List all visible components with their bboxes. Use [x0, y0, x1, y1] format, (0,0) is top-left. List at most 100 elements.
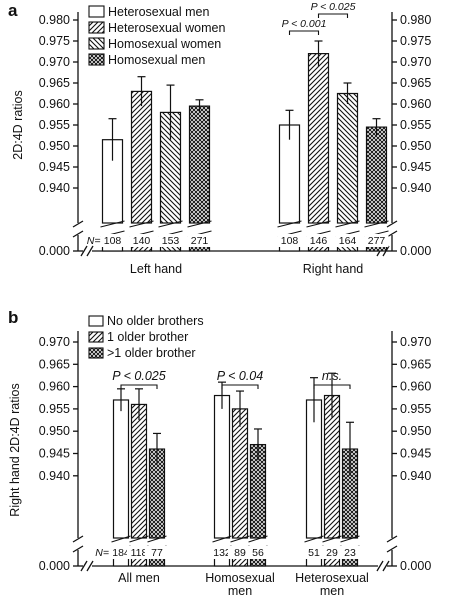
bar [130, 90, 153, 224]
n-label-background [364, 234, 389, 247]
bar-break-mark [322, 535, 342, 543]
right-axis-break-mark [386, 535, 398, 543]
y-tick-label-left: 0.980 [39, 13, 70, 27]
n-label: 51 [308, 547, 320, 559]
n-label: 277 [368, 235, 386, 247]
n-label-background [158, 234, 183, 247]
y-tick-label-right: 0.940 [400, 181, 431, 195]
y-tick-label-left: 0.960 [39, 97, 70, 111]
legend-swatch [88, 315, 104, 327]
y-axis-label: Right hand 2D:4D ratios [8, 383, 22, 516]
y-tick-label-right: 0.945 [400, 160, 431, 174]
y-tick-label-left: 0.945 [39, 160, 70, 174]
left-axis-break-mark [72, 220, 84, 228]
y-tick-label-right: 0.975 [400, 34, 431, 48]
bar-break-mark [147, 535, 167, 543]
legend-label: >1 older brother [107, 346, 196, 360]
y-axis-label: 2D:4D ratios [11, 90, 25, 159]
n-label: 184 [112, 547, 130, 559]
n-label: 146 [310, 235, 328, 247]
significance-bracket [221, 384, 259, 389]
n-label: 56 [252, 547, 264, 559]
category-label: Heterosexual men [295, 571, 369, 598]
n-label: 23 [344, 547, 356, 559]
bar-break-mark [248, 535, 268, 543]
n-label-background [338, 546, 362, 559]
left-axis-break-mark [72, 230, 84, 238]
category-label: Homosexual men [205, 571, 274, 598]
legend-label: Homosexual men [108, 53, 205, 67]
y-tick-label-right: 0.955 [400, 402, 431, 416]
significance-bracket [317, 13, 349, 18]
significance-label: P < 0.001 [282, 18, 327, 30]
y-tick-label-right: 0.945 [400, 447, 431, 461]
n-label: 271 [191, 235, 209, 247]
category-label: Left hand [130, 262, 182, 276]
right-axis-break-mark [386, 230, 398, 238]
left-axis-break-mark [72, 545, 84, 553]
legend-label: 1 older brother [107, 330, 188, 344]
bar [336, 92, 359, 224]
legend-label: No older brothers [107, 314, 204, 328]
x-axis-break-mark [80, 245, 88, 257]
n-prefix: N= [87, 235, 101, 247]
right-axis-break-mark [386, 545, 398, 553]
bar-break-mark [212, 535, 232, 543]
bar [213, 394, 231, 539]
panel-label: b [8, 308, 18, 327]
n-label-background [100, 234, 125, 247]
n-label-background [145, 546, 169, 559]
x-axis-break-mark [382, 560, 390, 572]
y-tick-label-right: 0.000 [400, 244, 431, 258]
significance-bracket [313, 384, 351, 389]
y-tick-label-left: 0.950 [39, 424, 70, 438]
n-label-background [246, 546, 270, 559]
n-label: 132 [213, 547, 231, 559]
left-axis-break-mark [72, 535, 84, 543]
y-tick-label-left: 0.965 [39, 76, 70, 90]
n-label: 77 [151, 547, 163, 559]
y-tick-label-right: 0.950 [400, 424, 431, 438]
legend-label: Heterosexual men [108, 5, 209, 19]
legend-label: Heterosexual women [108, 21, 225, 35]
y-tick-label-right: 0.940 [400, 469, 431, 483]
n-label-background [306, 234, 331, 247]
legend-swatch [88, 21, 105, 34]
x-axis-break-mark [86, 245, 94, 257]
significance-bracket [120, 384, 158, 389]
bar [307, 52, 330, 224]
n-label: 140 [133, 235, 151, 247]
n-label-background [335, 234, 360, 247]
x-axis-break-mark [80, 560, 88, 572]
legend-swatch [88, 37, 105, 50]
legend-swatch [88, 347, 104, 359]
x-axis-break-mark [376, 560, 384, 572]
bar [365, 126, 388, 224]
legend-swatch [88, 53, 105, 66]
y-tick-label-left: 0.960 [39, 380, 70, 394]
bar [112, 399, 130, 539]
y-tick-label-right: 0.955 [400, 118, 431, 132]
significance-label: P < 0.025 [112, 369, 165, 383]
y-tick-label-left: 0.940 [39, 469, 70, 483]
y-tick-label-left: 0.940 [39, 181, 70, 195]
y-tick-label-left: 0.000 [39, 244, 70, 258]
bar [188, 105, 211, 224]
bar-break-mark [129, 220, 154, 228]
n-label-background [187, 234, 212, 247]
n-label: 89 [234, 547, 246, 559]
n-label-background [277, 234, 302, 247]
category-label: All men [118, 571, 160, 585]
legend-swatch [88, 331, 104, 343]
right-axis-break-mark [386, 220, 398, 228]
n-label: 108 [281, 235, 299, 247]
y-tick-label-right: 0.970 [400, 55, 431, 69]
y-tick-label-right: 0.960 [400, 380, 431, 394]
bar-break-mark [364, 220, 389, 228]
n-label: 164 [339, 235, 357, 247]
bar-break-mark [277, 220, 302, 228]
y-tick-label-right: 0.970 [400, 335, 431, 349]
bar-break-mark [304, 535, 324, 543]
bar-break-mark [306, 220, 331, 228]
